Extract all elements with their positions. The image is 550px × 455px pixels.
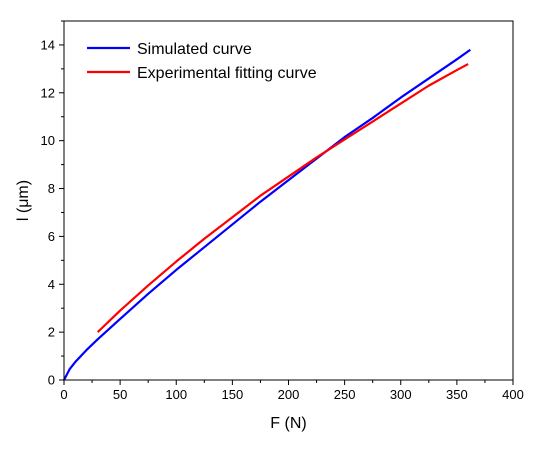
y-axis-title: l (μm): [15, 180, 32, 221]
y-tick-label: 2: [48, 325, 55, 340]
x-tick-label: 250: [334, 387, 356, 402]
y-tick-label: 6: [48, 229, 55, 244]
x-tick-label: 400: [502, 387, 524, 402]
x-tick-label: 300: [390, 387, 412, 402]
y-tick-label: 12: [41, 85, 55, 100]
series-line-1: [63, 48, 471, 381]
y-tick-label: 14: [41, 37, 55, 52]
series-layer: [63, 48, 471, 381]
legend-label-1: Simulated curve: [137, 41, 252, 58]
x-tick-label: 150: [222, 387, 244, 402]
x-tick-label: 200: [278, 387, 300, 402]
y-tick-label: 8: [48, 181, 55, 196]
x-tick-label: 100: [165, 387, 187, 402]
series-line-2: [96, 63, 469, 333]
y-tick-label: 0: [48, 373, 55, 388]
legend-label-2: Experimental fitting curve: [137, 65, 317, 82]
x-tick-label: 350: [446, 387, 468, 402]
x-tick-label: 0: [60, 387, 67, 402]
legend: Simulated curve Experimental fitting curv…: [87, 41, 317, 82]
plot-frame: [63, 20, 514, 381]
ticks-layer: 0 50 100 150 200 250 300 350 400 0 2 4 6 8 10 12 14: [41, 20, 524, 402]
y-tick-label: 4: [48, 277, 55, 292]
x-tick-label: 50: [113, 387, 127, 402]
x-axis-title: F (N): [270, 415, 306, 432]
y-tick-label: 10: [41, 133, 55, 148]
